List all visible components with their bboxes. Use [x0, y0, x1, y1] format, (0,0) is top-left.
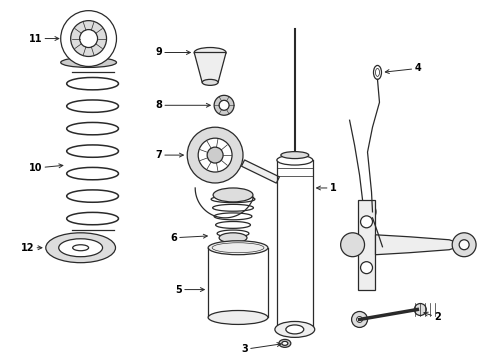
Polygon shape [375, 235, 464, 255]
Ellipse shape [202, 80, 218, 85]
Text: 6: 6 [171, 233, 207, 243]
Circle shape [361, 216, 372, 228]
Ellipse shape [375, 68, 379, 76]
Circle shape [71, 21, 106, 57]
Text: 5: 5 [175, 284, 204, 294]
Ellipse shape [373, 66, 382, 80]
Circle shape [459, 240, 469, 250]
Circle shape [80, 30, 98, 48]
Circle shape [361, 262, 372, 274]
Text: 3: 3 [241, 343, 281, 354]
Ellipse shape [208, 310, 268, 324]
Ellipse shape [286, 325, 304, 334]
Text: 9: 9 [155, 48, 190, 58]
Circle shape [352, 311, 368, 328]
Text: 10: 10 [29, 163, 63, 173]
Text: 11: 11 [29, 33, 59, 44]
Ellipse shape [46, 233, 116, 263]
Circle shape [452, 233, 476, 257]
Circle shape [219, 100, 229, 110]
Text: 4: 4 [385, 63, 421, 73]
Circle shape [207, 147, 223, 163]
Ellipse shape [208, 241, 268, 255]
Circle shape [214, 95, 234, 115]
Circle shape [198, 138, 232, 172]
Text: 2: 2 [424, 312, 441, 323]
Circle shape [415, 303, 426, 315]
Ellipse shape [61, 58, 117, 67]
Ellipse shape [277, 155, 313, 165]
Ellipse shape [73, 245, 89, 251]
Ellipse shape [275, 321, 315, 337]
Text: 7: 7 [155, 150, 183, 160]
Ellipse shape [194, 48, 226, 58]
Ellipse shape [369, 206, 376, 218]
Circle shape [187, 127, 243, 183]
Ellipse shape [219, 233, 247, 243]
Circle shape [357, 316, 363, 323]
Circle shape [61, 11, 117, 67]
Ellipse shape [212, 243, 264, 253]
Ellipse shape [282, 341, 288, 345]
Ellipse shape [213, 188, 253, 202]
Polygon shape [194, 53, 226, 82]
FancyBboxPatch shape [358, 200, 375, 289]
Ellipse shape [59, 239, 102, 257]
Ellipse shape [281, 152, 309, 159]
Polygon shape [242, 160, 279, 183]
Text: 1: 1 [317, 183, 337, 193]
Circle shape [341, 233, 365, 257]
Ellipse shape [279, 339, 291, 347]
Text: 8: 8 [155, 100, 210, 110]
Text: 12: 12 [21, 243, 42, 253]
